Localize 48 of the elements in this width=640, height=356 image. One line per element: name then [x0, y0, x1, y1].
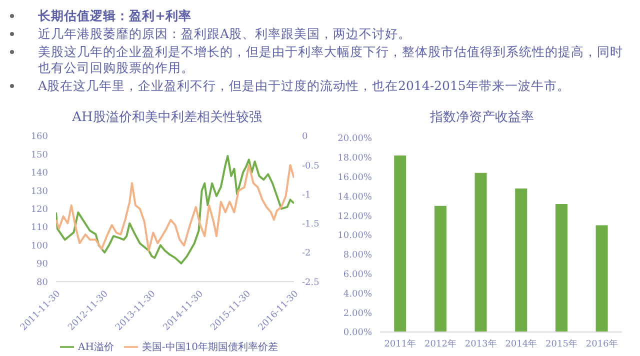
y2-tick-label: -1 — [302, 190, 311, 200]
y-tick-label: 8.00% — [343, 250, 372, 261]
text: A股在这几年里，企业盈利不行，但是由于过度的流动性，也在2014-2015年带来一波牛市。 — [38, 78, 571, 94]
y-tick-label: 120 — [30, 204, 48, 215]
y-tick-label: 16.00% — [338, 172, 372, 183]
y-tick-label: 4.00% — [343, 289, 372, 300]
bar — [394, 155, 406, 332]
bar — [434, 206, 446, 332]
x-tick-label: 2011年 — [384, 338, 416, 350]
y-tick-label: 0.00% — [343, 328, 372, 338]
x-tick-label: 2016年 — [586, 338, 618, 350]
x-tick-label: 2012年 — [424, 338, 456, 350]
y-tick-label: 10.00% — [338, 231, 372, 242]
y2-tick-label: -2 — [302, 248, 311, 259]
y-tick-label: 130 — [30, 186, 48, 197]
y2-tick-label: -1.5 — [302, 220, 320, 230]
y-tick-label: 80 — [36, 278, 48, 288]
text: 长期估值逻辑：盈利+利率 — [38, 8, 192, 24]
y2-tick-label: -0.5 — [302, 161, 320, 172]
legend-label: AH溢价 — [78, 342, 114, 353]
chart-title: AH股溢价和美中利差相关性较强 — [71, 109, 263, 127]
y-tick-label: 90 — [36, 260, 48, 270]
text: 美股这几年的企业盈利是不增长的，但是由于利率大幅度下行，整体股市估值得到系统性的提高，同时也有公司回购股票的作用。 — [38, 44, 624, 76]
y-tick-label: 12.00% — [338, 212, 372, 222]
y-tick-label: 2.00% — [343, 308, 372, 319]
y-tick-label: 160 — [30, 132, 48, 142]
text: 近几年港股萎靡的原因：盈利跟A股、利率跟美国，两边不讨好。 — [38, 26, 412, 42]
line-series — [56, 164, 294, 252]
bar — [555, 204, 568, 332]
y-tick-label: 20.00% — [338, 134, 372, 144]
y-tick-label: 140 — [30, 168, 48, 179]
y-tick-label: 110 — [30, 223, 48, 234]
bar — [596, 225, 608, 332]
bar — [474, 172, 487, 332]
y-tick-label: 150 — [30, 150, 48, 160]
line-series — [56, 155, 294, 264]
bar — [515, 188, 528, 332]
y-tick-label: 6.00% — [343, 270, 372, 280]
y2-tick-label: 0 — [302, 132, 308, 142]
y2-tick-label: -2.5 — [302, 278, 320, 288]
x-tick-label: 2014年 — [505, 338, 538, 350]
chart-title: 指数净资产收益率 — [429, 109, 535, 127]
legend-label: 美国-中国10年期国债利率价差 — [142, 342, 278, 353]
x-tick-label: 2013年 — [464, 338, 497, 350]
y-tick-label: 18.00% — [338, 154, 372, 164]
x-tick-label: 2015年 — [546, 338, 578, 350]
y-tick-label: 100 — [30, 241, 48, 252]
y-tick-label: 14.00% — [338, 192, 372, 202]
